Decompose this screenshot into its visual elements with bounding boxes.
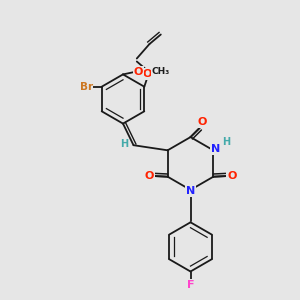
Text: CH₃: CH₃ xyxy=(151,68,169,76)
Text: F: F xyxy=(187,280,194,290)
Text: Br: Br xyxy=(80,82,93,92)
Text: H: H xyxy=(120,139,129,149)
Text: O: O xyxy=(134,67,143,77)
Text: O: O xyxy=(227,171,237,181)
Text: O: O xyxy=(198,117,207,127)
Text: O: O xyxy=(144,171,154,181)
Text: N: N xyxy=(186,186,195,196)
Text: N: N xyxy=(211,144,220,154)
Text: O: O xyxy=(142,69,152,79)
Text: H: H xyxy=(222,137,230,147)
